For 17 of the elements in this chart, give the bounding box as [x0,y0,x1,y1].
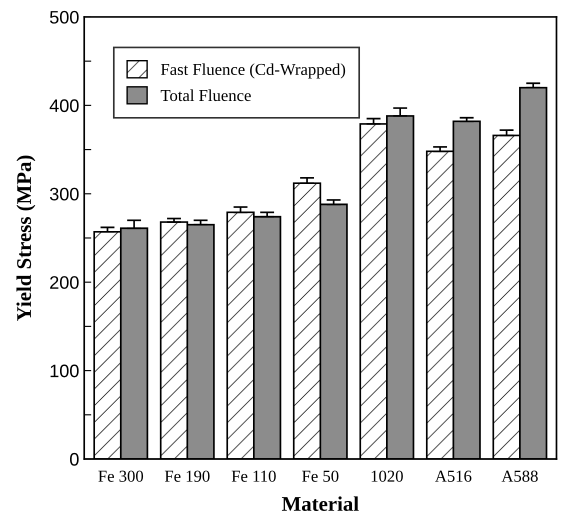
y-tick-label: 500 [50,10,79,24]
x-tick-label: Fe 190 [164,470,210,482]
x-tick-label: 1020 [372,470,403,482]
x-tick-label: Fe 300 [98,470,144,482]
x-tick-label: Fe 50 [302,470,338,482]
y-tick-label: 200 [50,276,79,289]
y-axis-title: Yield Stress (MPa) [16,156,36,321]
y-tick-label: 100 [50,364,79,378]
x-axis-title: Material [282,496,359,511]
x-tick-label: A588 [502,470,538,482]
x-tick-label: A516 [435,470,472,482]
y-tick-label: 300 [50,188,79,200]
y-tick-label: 0 [70,452,79,466]
y-tick-label: 400 [50,99,79,112]
x-tick-label: Fe 110 [232,470,276,482]
legend-label: Total Fluence [160,89,251,102]
legend-label: Fast Fluence (Cd-Wrapped) [160,63,346,78]
